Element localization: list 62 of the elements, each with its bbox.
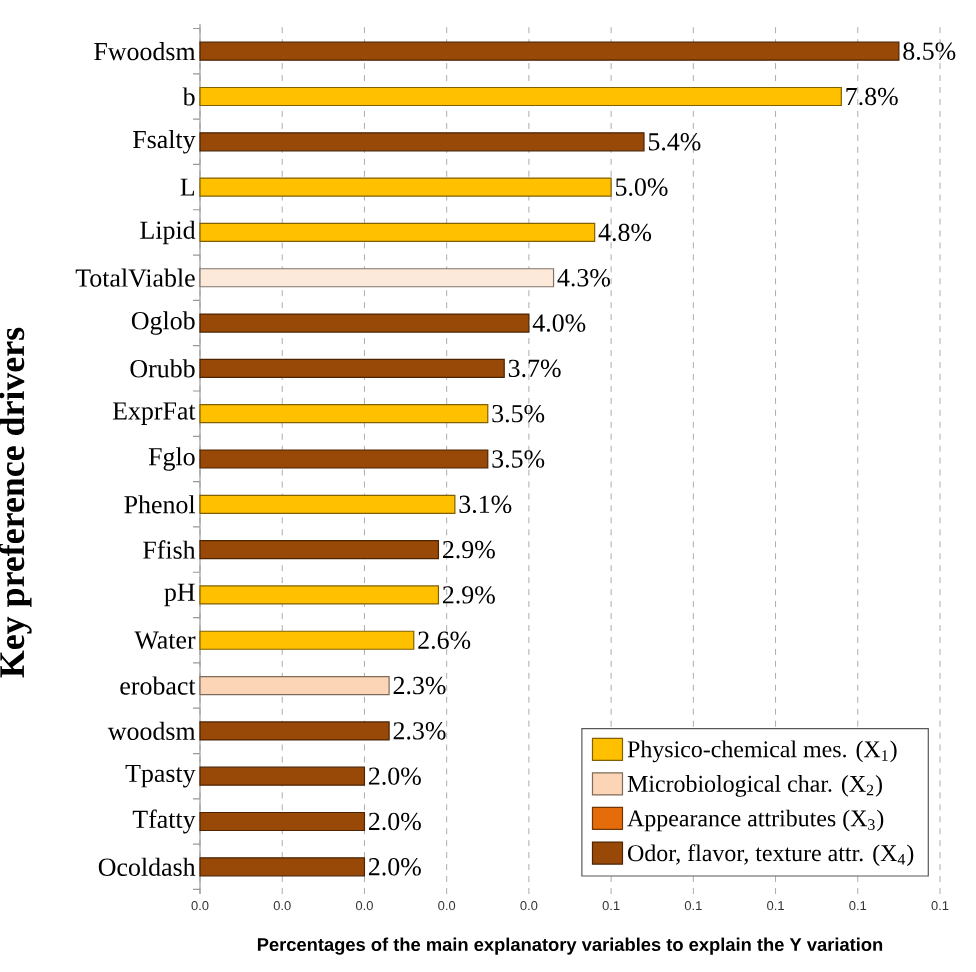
- data-label: 2.0%: [368, 767, 421, 785]
- y-tick-label: L: [180, 178, 195, 196]
- x-axis-title: Percentages of the main explanatory variables to explain the Y variation: [257, 937, 883, 955]
- bar: [199, 404, 489, 424]
- data-label: 2.3%: [393, 722, 446, 740]
- y-tick-label: Water: [134, 631, 196, 649]
- bar: [199, 132, 645, 152]
- bar: [199, 86, 842, 107]
- y-tick-label: b: [182, 87, 195, 106]
- bar: [199, 494, 456, 514]
- data-label: 3.1%: [459, 495, 512, 514]
- legend-label: Physico-chemical mes. (X$_{1}$): [627, 740, 897, 763]
- y-tick-label: pH: [164, 583, 195, 607]
- bar: [199, 358, 505, 378]
- bar: [199, 222, 596, 243]
- data-label: 2.0%: [368, 858, 421, 876]
- data-label: 3.7%: [508, 359, 561, 378]
- y-tick-label: woodsm: [107, 721, 196, 740]
- data-label: 2.3%: [393, 676, 446, 695]
- data-label: 2.0%: [368, 812, 421, 831]
- legend-label: Microbiological char. (X$_{2}$): [627, 775, 882, 797]
- y-tick-label: Ffish: [143, 540, 196, 559]
- bar: [199, 449, 489, 469]
- data-label: 4.0%: [532, 314, 586, 332]
- bar: [199, 585, 440, 605]
- legend-label: Odor, flavor, texture attr. (X$_{4}$): [628, 844, 914, 867]
- y-tick-label: Lipid: [140, 220, 196, 245]
- data-label: 7.8%: [846, 87, 898, 106]
- y-tick-label: Tpasty: [125, 764, 196, 788]
- data-label: 5.0%: [616, 178, 668, 196]
- bar: [199, 268, 555, 288]
- bar: [199, 41, 900, 61]
- data-label: 2.9%: [442, 586, 495, 604]
- data-label: 4.3%: [557, 268, 611, 287]
- data-label: 3.5%: [492, 450, 545, 468]
- legend-label: Appearance attributes (X$_{3}$): [627, 809, 884, 832]
- bar: [199, 811, 366, 832]
- data-label: 5.4%: [648, 133, 701, 151]
- bar: [199, 857, 366, 877]
- y-tick-label: Ocoldash: [98, 857, 196, 876]
- bar: [199, 540, 440, 560]
- y-tick-label: Oglob: [131, 311, 195, 335]
- bar: [199, 177, 612, 197]
- data-label: 2.9%: [442, 540, 495, 559]
- y-tick-label: Orubb: [130, 359, 195, 378]
- data-label: 3.5%: [492, 404, 545, 423]
- data-label: 8.5%: [903, 42, 956, 60]
- y-tick-label: Fglo: [148, 447, 195, 471]
- data-label: 2.6%: [418, 631, 471, 650]
- y-tick-label: Fsalty: [133, 130, 196, 154]
- y-tick-label: Phenol: [124, 495, 196, 514]
- y-tick-label: Tfatty: [132, 809, 196, 834]
- data-label: 4.8%: [598, 223, 652, 242]
- bar: [199, 721, 390, 741]
- y-tick-label: erobact: [120, 676, 196, 695]
- y-tick-label: ExprFat: [112, 402, 196, 425]
- y-tick-label: TotalViable: [75, 268, 195, 287]
- bar: [199, 313, 530, 333]
- bar: [199, 675, 390, 696]
- y-tick-label: Fwoodsm: [94, 42, 196, 61]
- bar: [199, 766, 366, 786]
- bar: [199, 630, 415, 650]
